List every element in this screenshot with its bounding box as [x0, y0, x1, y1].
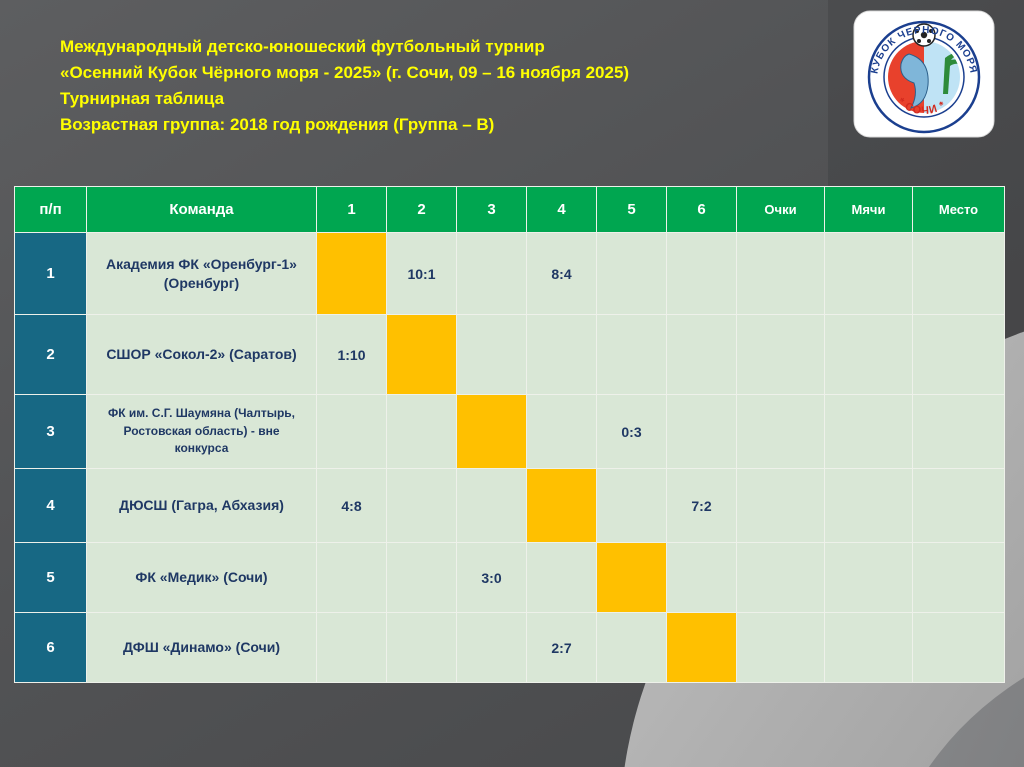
goals-cell	[824, 542, 913, 613]
team-name-cell: ДЮСШ (Гагра, Абхазия)	[86, 468, 317, 543]
points-cell	[736, 542, 825, 613]
header-cell-4: 4	[526, 186, 597, 233]
standings-table: п/п Команда 1 2 3 4 5 6 Очки Мячи Место …	[14, 186, 1005, 683]
score-cell	[386, 612, 457, 683]
points-cell	[736, 394, 825, 469]
score-cell	[666, 394, 737, 469]
score-cell	[666, 314, 737, 395]
header-cell-team: Команда	[86, 186, 317, 233]
header-cell-place: Место	[912, 186, 1005, 233]
points-cell	[736, 612, 825, 683]
title-line-4: Возрастная группа: 2018 год рождения (Гр…	[60, 115, 495, 134]
goals-cell	[824, 394, 913, 469]
table-row: 6 ДФШ «Динамо» (Сочи) 2:7	[14, 612, 1005, 683]
place-cell	[912, 612, 1005, 683]
goals-cell	[824, 612, 913, 683]
place-cell	[912, 232, 1005, 315]
diagonal-cell	[316, 232, 387, 315]
score-cell	[526, 542, 597, 613]
points-cell	[736, 314, 825, 395]
slide-title: Международный детско-юношеский футбольны…	[60, 34, 830, 138]
row-number-cell: 5	[14, 542, 87, 613]
team-name-cell: ФК им. С.Г. Шаумяна (Чалтырь, Ростовская…	[86, 394, 317, 469]
header-cell-1: 1	[316, 186, 387, 233]
score-cell	[386, 542, 457, 613]
row-number-cell: 1	[14, 232, 87, 315]
row-number-cell: 3	[14, 394, 87, 469]
tournament-table: п/п Команда 1 2 3 4 5 6 Очки Мячи Место …	[14, 186, 1005, 683]
score-cell	[456, 232, 527, 315]
table-row: 3 ФК им. С.Г. Шаумяна (Чалтырь, Ростовск…	[14, 394, 1005, 469]
title-line-3: Турнирная таблица	[60, 89, 225, 108]
score-cell	[666, 232, 737, 315]
row-number-cell: 2	[14, 314, 87, 395]
score-cell: 8:4	[526, 232, 597, 315]
score-cell: 3:0	[456, 542, 527, 613]
score-cell: 10:1	[386, 232, 457, 315]
team-name-cell: СШОР «Сокол-2» (Саратов)	[86, 314, 317, 395]
diagonal-cell	[526, 468, 597, 543]
score-cell: 2:7	[526, 612, 597, 683]
score-cell	[456, 468, 527, 543]
header-cell-5: 5	[596, 186, 667, 233]
team-name-cell: ФК «Медик» (Сочи)	[86, 542, 317, 613]
header-cell-points: Очки	[736, 186, 825, 233]
place-cell	[912, 468, 1005, 543]
score-cell: 7:2	[666, 468, 737, 543]
score-cell	[526, 394, 597, 469]
header-cell-6: 6	[666, 186, 737, 233]
diagonal-cell	[596, 542, 667, 613]
team-name-cell: Академия ФК «Оренбург-1» (Оренбург)	[86, 232, 317, 315]
diagonal-cell	[456, 394, 527, 469]
header-cell-3: 3	[456, 186, 527, 233]
table-row: 2 СШОР «Сокол-2» (Саратов) 1:10	[14, 314, 1005, 395]
score-cell	[456, 612, 527, 683]
goals-cell	[824, 468, 913, 543]
header-cell-goals: Мячи	[824, 186, 913, 233]
score-cell	[316, 612, 387, 683]
score-cell: 0:3	[596, 394, 667, 469]
row-number-cell: 6	[14, 612, 87, 683]
score-cell: 1:10	[316, 314, 387, 395]
goals-cell	[824, 314, 913, 395]
points-cell	[736, 468, 825, 543]
diagonal-cell	[386, 314, 457, 395]
diagonal-cell	[666, 612, 737, 683]
header-row: п/п Команда 1 2 3 4 5 6 Очки Мячи Место	[14, 186, 1005, 233]
score-cell	[596, 612, 667, 683]
score-cell	[316, 394, 387, 469]
dolphin-icon	[900, 53, 929, 109]
row-number-cell: 4	[14, 468, 87, 543]
team-name-cell: ДФШ «Динамо» (Сочи)	[86, 612, 317, 683]
score-cell: 4:8	[316, 468, 387, 543]
place-cell	[912, 542, 1005, 613]
tournament-logo: КУБОК ЧЕРНОГО МОРЯ * СОЧИ *	[853, 10, 995, 138]
score-cell	[596, 468, 667, 543]
title-line-2: «Осенний Кубок Чёрного моря - 2025» (г. …	[60, 63, 630, 82]
goals-cell	[824, 232, 913, 315]
tournament-logo-emblem: КУБОК ЧЕРНОГО МОРЯ * СОЧИ *	[853, 10, 995, 138]
score-cell	[456, 314, 527, 395]
score-cell	[666, 542, 737, 613]
score-cell	[386, 468, 457, 543]
score-cell	[386, 394, 457, 469]
header-cell-2: 2	[386, 186, 457, 233]
table-row: 1 Академия ФК «Оренбург-1» (Оренбург) 10…	[14, 232, 1005, 315]
points-cell	[736, 232, 825, 315]
place-cell	[912, 314, 1005, 395]
header-cell-num: п/п	[14, 186, 87, 233]
place-cell	[912, 394, 1005, 469]
score-cell	[526, 314, 597, 395]
score-cell	[596, 232, 667, 315]
score-cell	[596, 314, 667, 395]
table-row: 4 ДЮСШ (Гагра, Абхазия) 4:8 7:2	[14, 468, 1005, 543]
table-row: 5 ФК «Медик» (Сочи) 3:0	[14, 542, 1005, 613]
score-cell	[316, 542, 387, 613]
title-line-1: Международный детско-юношеский футбольны…	[60, 37, 545, 56]
